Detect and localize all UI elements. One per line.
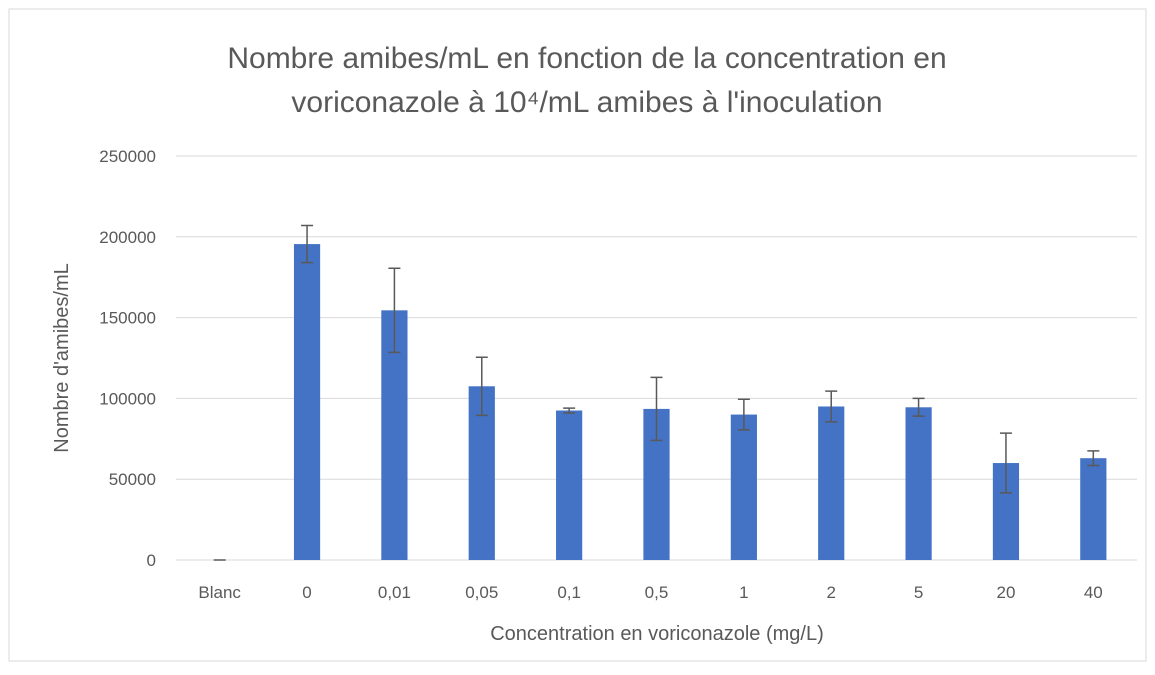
- x-tick-label: 0,01: [378, 583, 411, 602]
- y-tick-label: 200000: [99, 228, 156, 247]
- error-bar: [475, 356, 488, 417]
- x-tick-label: 0: [302, 583, 311, 602]
- y-tick-label: 100000: [99, 389, 156, 408]
- x-tick-label: 0,5: [645, 583, 669, 602]
- bar: [1080, 458, 1107, 560]
- x-tick-label: 40: [1084, 583, 1103, 602]
- y-tick-label: 50000: [109, 470, 156, 489]
- y-tick-label: 0: [147, 551, 156, 570]
- bar: [556, 410, 583, 560]
- error-bar: [999, 432, 1012, 494]
- x-tick-label: 0,1: [557, 583, 581, 602]
- error-bar: [563, 407, 576, 414]
- x-tick-label: 0,05: [465, 583, 498, 602]
- bar: [818, 406, 845, 560]
- bar: [905, 407, 932, 560]
- chart-title: Nombre amibes/mL en fonction de la conce…: [227, 42, 946, 75]
- error-bar: [912, 397, 925, 417]
- error-bar: [301, 224, 314, 264]
- bar: [730, 414, 757, 560]
- error-bar: [737, 398, 750, 431]
- error-bar: [1087, 450, 1100, 467]
- bar: [293, 244, 321, 560]
- error-bar: [388, 267, 401, 354]
- x-tick-label: Blanc: [198, 583, 241, 602]
- x-tick-label: 20: [996, 583, 1015, 602]
- x-tick-label: 2: [826, 583, 835, 602]
- chart-title: voriconazole à 10⁴/mL amibes à l'inocula…: [291, 86, 882, 119]
- x-tick-label: 5: [914, 583, 923, 602]
- x-axis-label: Concentration en voriconazole (mg/L): [490, 623, 824, 645]
- error-bar: [650, 376, 663, 442]
- x-tick-label: 1: [739, 583, 748, 602]
- error-bar: [825, 390, 838, 423]
- y-tick-label: 150000: [99, 309, 156, 328]
- y-axis-label: Nombre d'amibes/mL: [51, 263, 73, 452]
- y-tick-label: 250000: [99, 147, 156, 166]
